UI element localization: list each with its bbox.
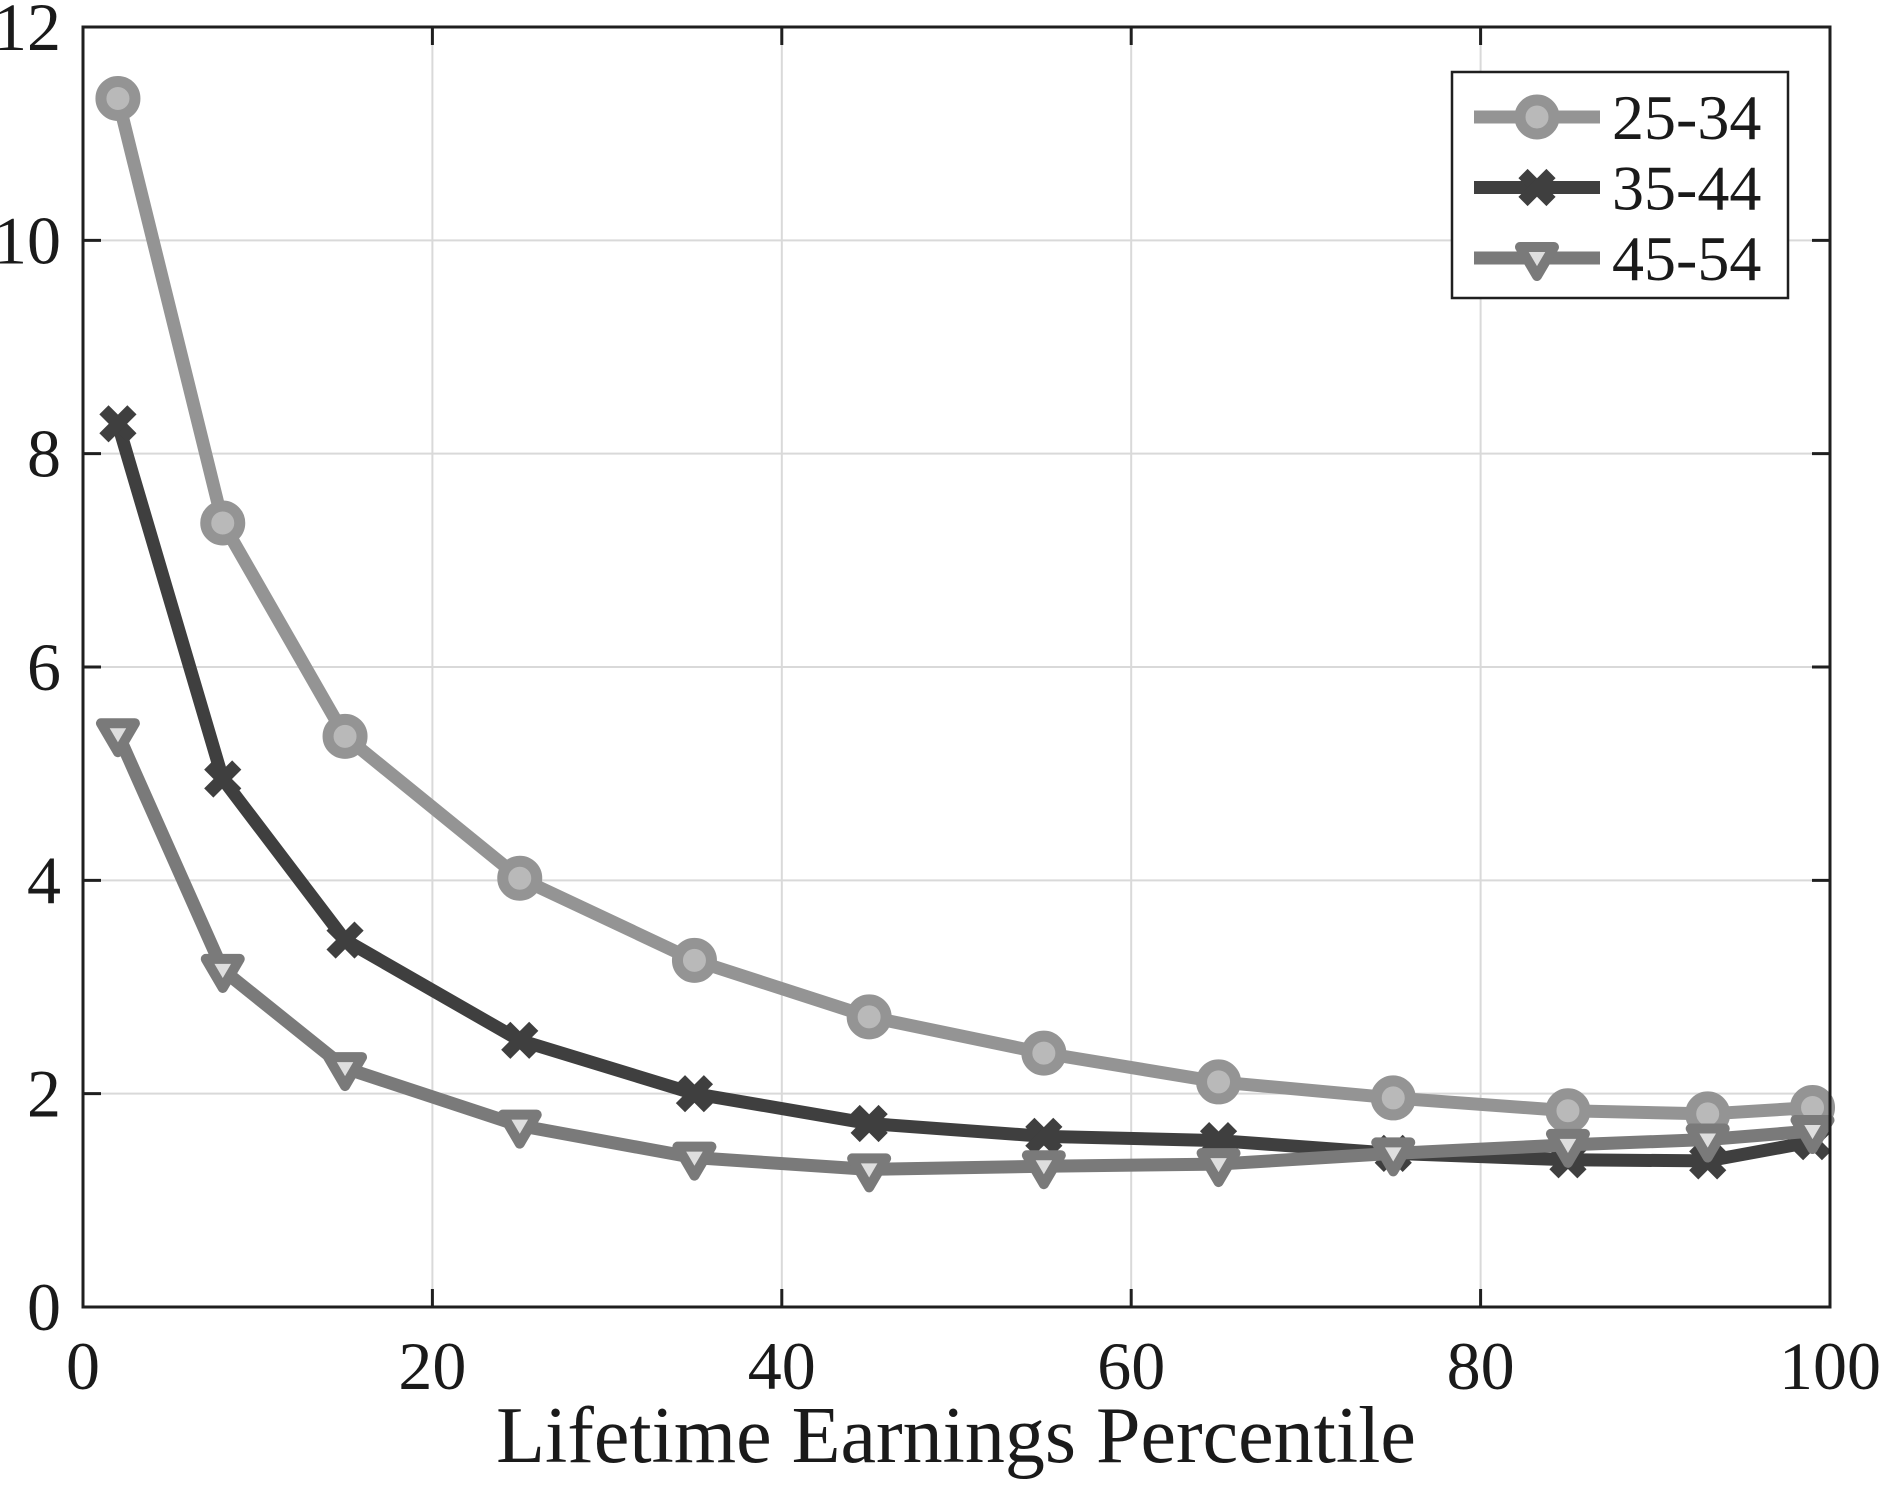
- triangle-down-marker: [1685, 1123, 1730, 1163]
- triangle-down-marker: [1545, 1128, 1590, 1168]
- legend-item-25-34: 25-34: [1474, 82, 1761, 153]
- x-marker-stroke: [99, 405, 137, 443]
- circle-marker: [322, 713, 368, 759]
- x-marker-stroke: [675, 1075, 714, 1113]
- x-marker-stroke: [1025, 1117, 1063, 1155]
- series-25-34: [95, 75, 1836, 1137]
- triangle-down-marker: [1371, 1137, 1416, 1177]
- x-marker: [1025, 1117, 1063, 1155]
- circle-marker-shape: [1196, 1059, 1242, 1105]
- y-tick-label: 2: [27, 1056, 61, 1132]
- triangle-down-marker: [672, 1141, 717, 1181]
- triangle-marker-shape: [1021, 1150, 1066, 1190]
- circle-marker: [1514, 94, 1560, 140]
- triangle-down-marker: [200, 953, 245, 993]
- x-marker-stroke: [326, 921, 364, 959]
- legend-label-25-34: 25-34: [1612, 82, 1761, 153]
- circle-marker: [1021, 1030, 1067, 1076]
- series-line-35-44: [111, 417, 1820, 1168]
- x-tick-label: 20: [398, 1328, 466, 1404]
- y-tick-label: 6: [27, 629, 61, 705]
- triangle-down-marker: [847, 1153, 892, 1193]
- x-marker-stroke: [850, 1104, 888, 1143]
- circle-marker: [846, 994, 892, 1040]
- x-marker: [204, 760, 242, 798]
- y-tick-label: 8: [27, 416, 61, 492]
- triangle-marker-shape: [323, 1052, 368, 1092]
- triangle-marker-shape: [1545, 1128, 1590, 1168]
- x-marker: [501, 1021, 539, 1059]
- circle-marker-shape: [1370, 1075, 1416, 1121]
- y-tick-label: 4: [27, 842, 61, 918]
- circle-marker-shape: [671, 937, 717, 983]
- triangle-marker-shape: [1790, 1115, 1835, 1154]
- triangle-marker-shape: [1515, 242, 1559, 281]
- circle-marker-shape: [1545, 1088, 1591, 1134]
- y-tick-label: 0: [27, 1269, 61, 1345]
- y-tick-label: 10: [0, 202, 61, 278]
- circle-marker-shape: [1021, 1030, 1067, 1076]
- tick-labels: 0 20 40 60 80 100 0 2 4 6 8 10 12: [0, 0, 1881, 1404]
- series-line-45-54: [111, 727, 1820, 1176]
- triangle-marker-shape: [200, 953, 245, 993]
- x-marker-stroke: [204, 760, 242, 798]
- x-marker: [675, 1075, 714, 1113]
- triangle-marker-shape: [672, 1141, 717, 1181]
- circle-marker-shape: [1514, 94, 1560, 140]
- x-axis-title: Lifetime Earnings Percentile: [496, 1392, 1416, 1480]
- y-tick-label: 12: [0, 0, 61, 65]
- x-tick-label: 60: [1097, 1328, 1165, 1404]
- x-tick-label: 40: [748, 1328, 816, 1404]
- circle-marker-shape: [200, 500, 246, 546]
- x-tick-label: 100: [1779, 1328, 1881, 1404]
- triangle-down-marker: [497, 1109, 542, 1149]
- triangle-marker-shape: [497, 1109, 542, 1149]
- triangle-down-marker: [95, 718, 140, 758]
- legend-item-35-44: 35-44: [1474, 153, 1761, 224]
- x-marker: [99, 405, 137, 443]
- series-line-25-34: [111, 91, 1820, 1121]
- triangle-marker-shape: [1371, 1137, 1416, 1177]
- circle-marker: [1370, 1075, 1416, 1121]
- plot-border: [81, 25, 1832, 1309]
- triangle-down-marker: [1515, 242, 1559, 281]
- legend-label-35-44: 35-44: [1612, 153, 1761, 224]
- triangle-marker-shape: [95, 718, 140, 758]
- circle-marker: [671, 937, 717, 983]
- triangle-marker-shape: [1685, 1123, 1730, 1163]
- triangle-down-marker: [1021, 1150, 1066, 1190]
- triangle-down-marker: [1196, 1148, 1241, 1188]
- legend-item-45-54: 45-54: [1474, 223, 1761, 294]
- circle-marker: [1196, 1059, 1242, 1105]
- x-marker: [850, 1104, 888, 1143]
- circle-marker: [1545, 1088, 1591, 1134]
- triangle-down-marker: [323, 1052, 368, 1092]
- circle-marker-shape: [322, 713, 368, 759]
- circle-marker-shape: [497, 855, 543, 901]
- x-marker: [1518, 168, 1556, 207]
- legend-label-45-54: 45-54: [1612, 223, 1761, 294]
- triangle-marker-shape: [847, 1153, 892, 1193]
- triangle-marker-shape: [1196, 1148, 1241, 1188]
- circle-marker: [200, 500, 246, 546]
- x-marker-stroke: [1518, 168, 1556, 207]
- x-tick-label: 0: [66, 1328, 100, 1404]
- series-45-54: [95, 718, 1835, 1193]
- x-marker: [326, 921, 364, 959]
- x-marker-stroke: [501, 1021, 539, 1059]
- circle-marker-shape: [846, 994, 892, 1040]
- triangle-down-marker: [1790, 1115, 1835, 1154]
- circle-marker-shape: [95, 75, 141, 121]
- circle-marker: [95, 75, 141, 121]
- circle-marker: [497, 855, 543, 901]
- x-tick-label: 80: [1447, 1328, 1515, 1404]
